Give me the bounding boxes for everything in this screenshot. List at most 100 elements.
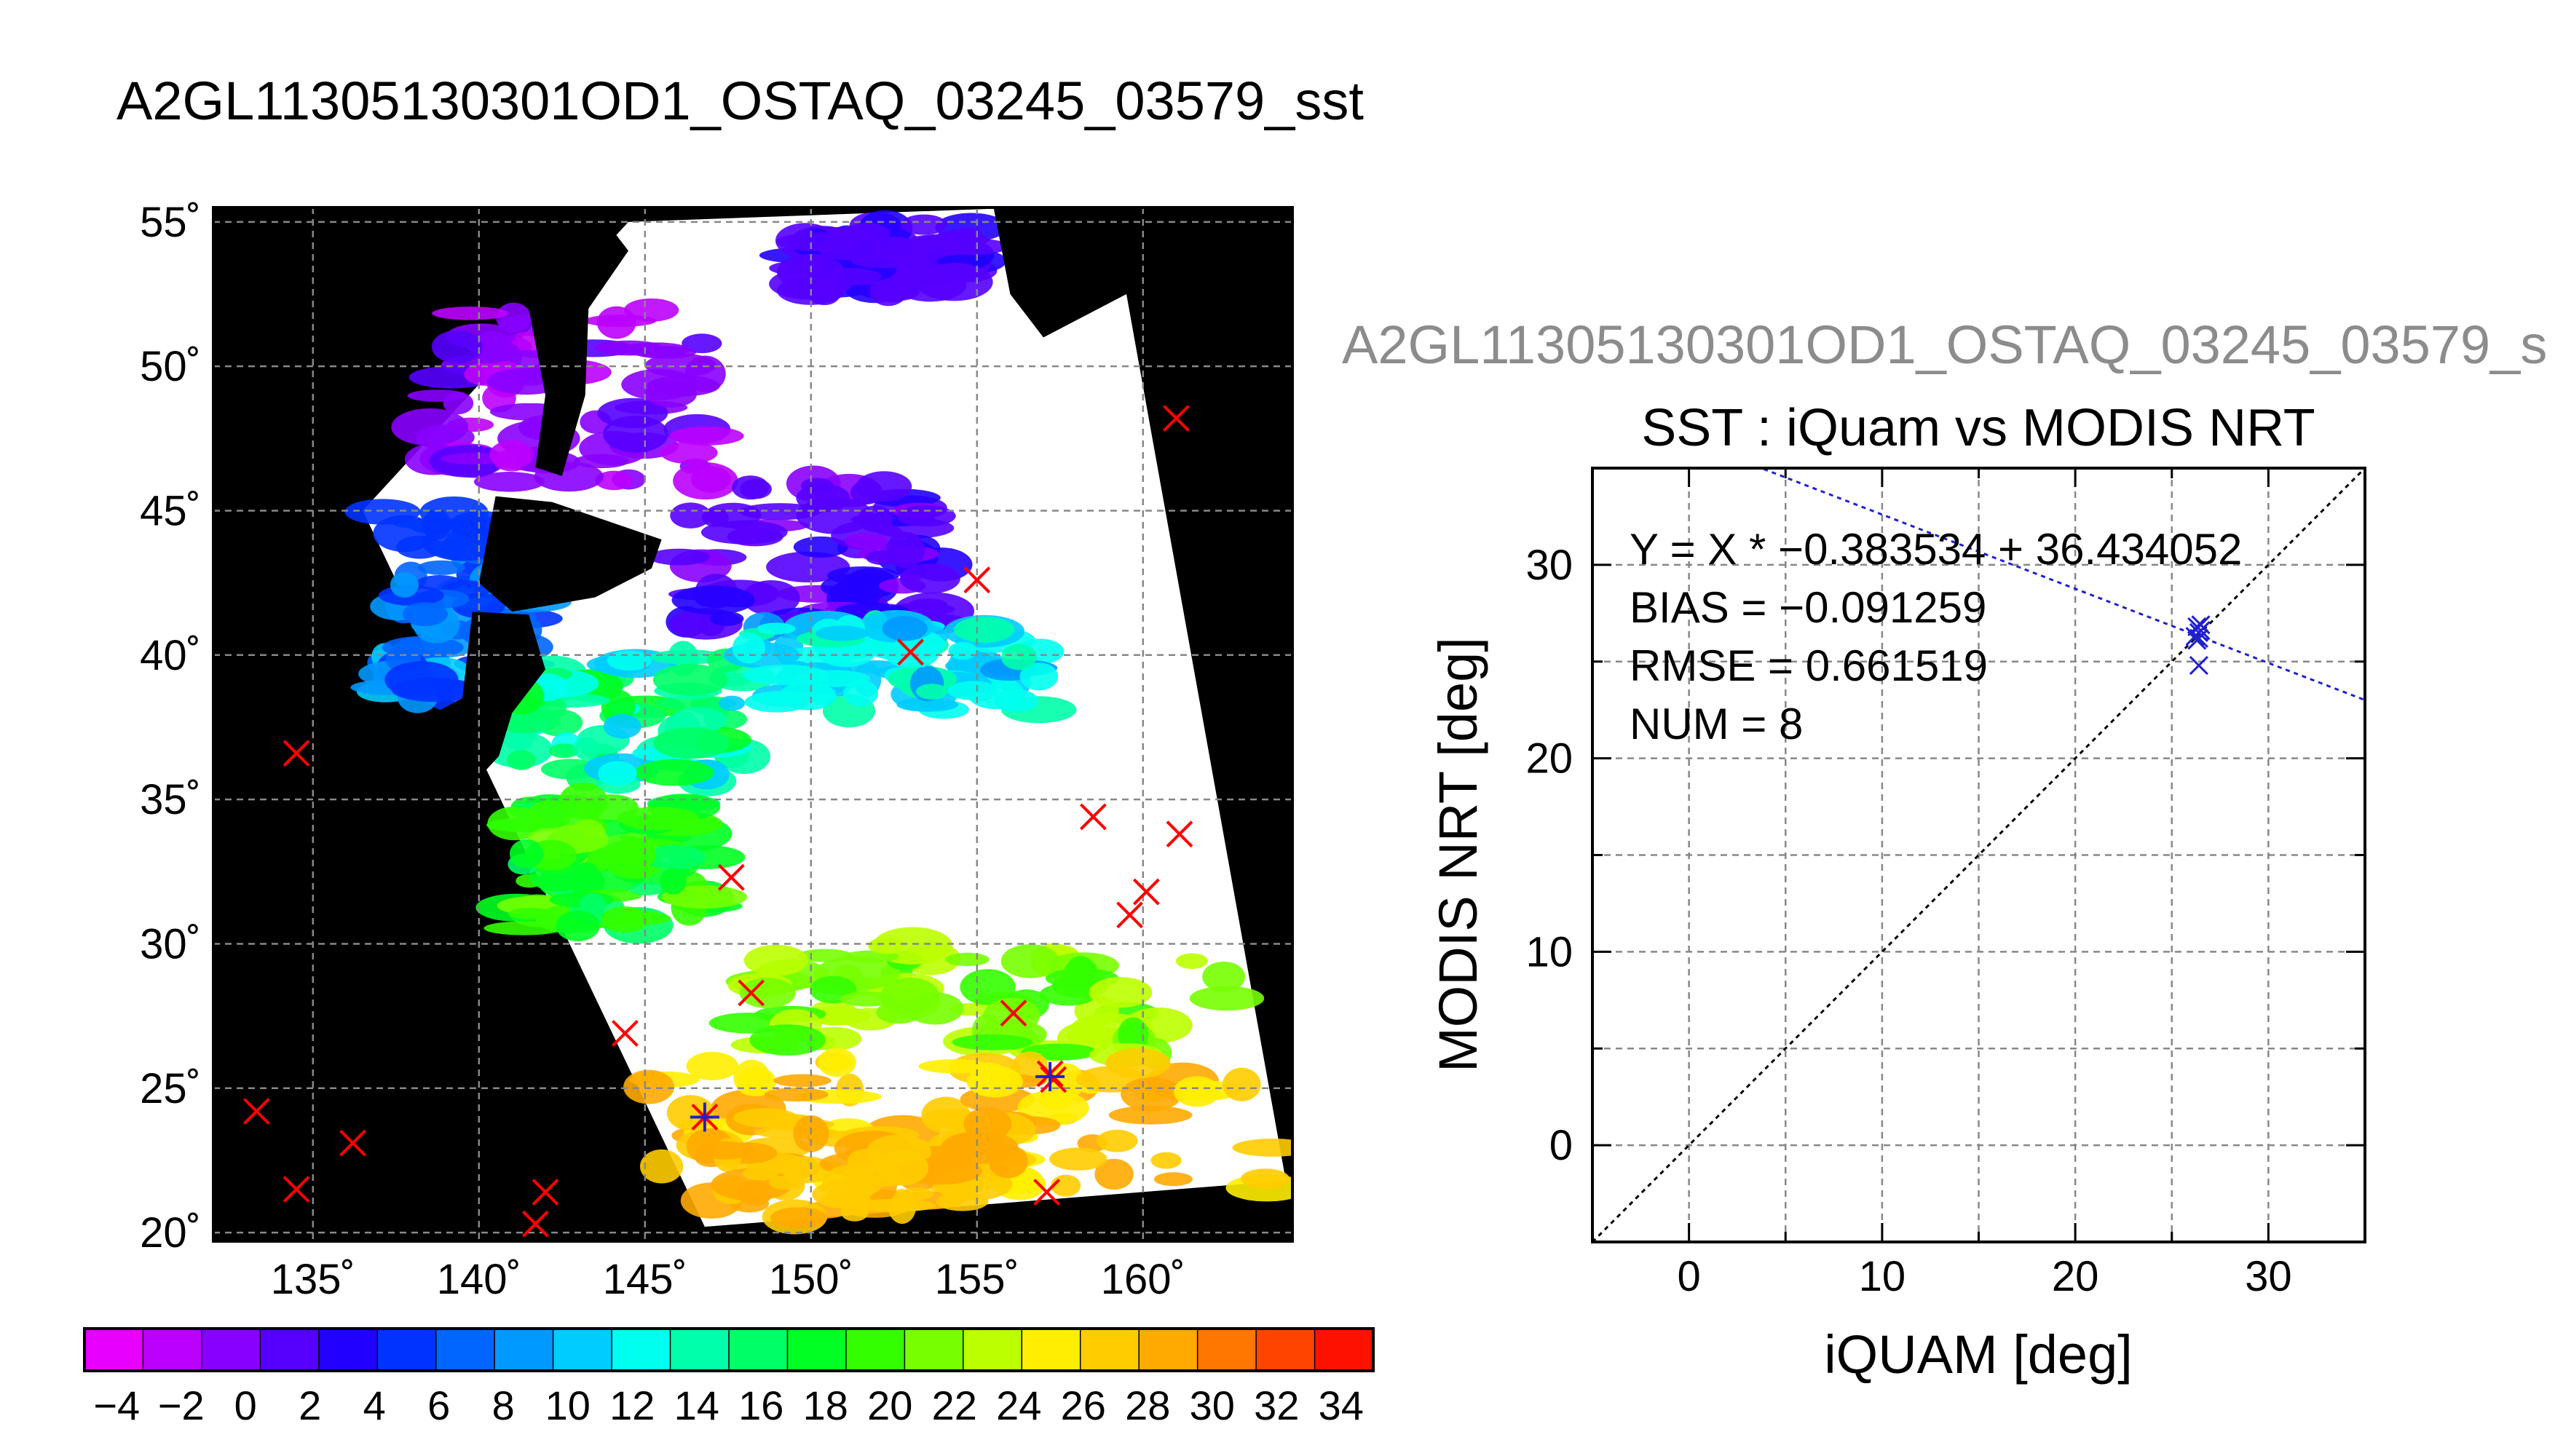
sakhalin-land (529, 207, 628, 476)
sst-patch (661, 885, 748, 909)
sst-patch (732, 633, 765, 664)
map-lat-tick-label: 35˚ (140, 776, 201, 823)
colorbar-cells (84, 1328, 1375, 1372)
sst-patch (1173, 1076, 1220, 1107)
sst-patch (598, 761, 637, 786)
scatter-x-tick-label: 20 (2052, 1253, 2099, 1300)
sst-patch (473, 472, 545, 492)
colorbar-cell (1079, 1328, 1140, 1372)
colorbar-cell (1255, 1328, 1316, 1372)
colorbar-cell (669, 1328, 730, 1372)
sst-patch (945, 952, 990, 967)
sst-patch (797, 670, 871, 687)
sst-patch (739, 978, 796, 1008)
scatter-x-tick-label: 0 (1677, 1253, 1700, 1300)
sst-patch (508, 907, 550, 919)
sst-patch (1232, 1139, 1292, 1157)
sst-patch (960, 969, 1016, 1005)
sst-patch (432, 306, 509, 320)
sst-patch (391, 408, 468, 446)
sst-patch (733, 1108, 798, 1128)
map-lon-tick-label: 155˚ (935, 1256, 1019, 1303)
honshu-land (379, 612, 545, 800)
sst-patch (1153, 1172, 1193, 1187)
sst-patch (896, 505, 956, 527)
map-frame (212, 206, 1294, 1243)
sst-patch (556, 910, 600, 942)
map-grid (213, 207, 1292, 1241)
colorbar-tick-label: 22 (932, 1382, 977, 1428)
colorbar-tick-label: 0 (234, 1382, 257, 1428)
sst-patch (671, 707, 727, 733)
map-lat-tick-label: 20˚ (140, 1209, 201, 1257)
match-marker (1162, 405, 1190, 432)
colorbar-cell (84, 1328, 144, 1372)
map-markers (242, 405, 1193, 1238)
sst-patch (601, 906, 649, 933)
sst-patch (876, 1001, 923, 1024)
sst-patch (1108, 1105, 1193, 1125)
scatter-y-tick-label: 10 (1525, 928, 1573, 976)
sst-patch (732, 475, 770, 500)
sst-patch (845, 533, 888, 550)
scatter-point (2191, 615, 2211, 635)
colorbar-tick-label: 32 (1254, 1382, 1299, 1428)
sst-patch (749, 1024, 826, 1056)
map-lat-tick-label: 50˚ (140, 343, 201, 390)
map-lat-tick-label: 55˚ (140, 199, 201, 246)
colorbar-tick-label: 34 (1319, 1382, 1364, 1428)
colorbar-tick-label: 10 (545, 1382, 591, 1428)
colorbar-tick-label: 14 (674, 1382, 719, 1428)
scatter-annotations: Y = X * −0.383534 + 36.434052 BIAS = −0.0… (1630, 525, 2242, 748)
sst-patch (1051, 1174, 1081, 1197)
sst-patch (422, 523, 506, 561)
scatter-grid (1592, 468, 2365, 1242)
match-marker (1132, 878, 1160, 906)
sst-patch (743, 1166, 779, 1181)
sst-patch (768, 1175, 805, 1190)
sst-patch (579, 893, 607, 917)
scatter-annotation: Y = X * −0.383534 + 36.434052 (1630, 525, 2242, 574)
match-marker (1166, 820, 1193, 848)
sst-patch (874, 278, 912, 303)
scatter-annotation: NUM = 8 (1630, 700, 1803, 748)
colorbar-tick-label: 6 (427, 1382, 450, 1428)
map-lon-tick-label: 135˚ (271, 1256, 355, 1303)
scatter-x-tick-label: 30 (2245, 1253, 2292, 1300)
sst-patch (1096, 1129, 1138, 1152)
match-marker (283, 1176, 310, 1203)
sst-patch (666, 1095, 715, 1131)
match-marker (283, 740, 310, 767)
sst-patch (993, 689, 1038, 713)
sst-patch (757, 622, 796, 635)
sst-patch (489, 440, 534, 470)
colorbar-tick-label: 24 (996, 1382, 1041, 1428)
map-lat-tick-label: 40˚ (140, 632, 201, 679)
sst-patch (1202, 961, 1246, 992)
sst-patch (1222, 1067, 1261, 1101)
map-lon-tick-label: 160˚ (1101, 1256, 1185, 1303)
sst-patch (617, 807, 699, 831)
hokkaido-land (478, 496, 662, 612)
sst-patch (673, 462, 738, 500)
sst-patch (1094, 1158, 1134, 1190)
colorbar-cell (494, 1328, 554, 1372)
colorbar-cell (142, 1328, 203, 1372)
scatter-x-axis-label: iQUAM [deg] (1824, 1324, 2133, 1385)
sst-patch (652, 727, 730, 759)
map-lon-tick-label: 140˚ (437, 1256, 521, 1303)
sst-patch (686, 1051, 739, 1080)
sst-patch (851, 1198, 936, 1212)
sst-patch (733, 1059, 770, 1096)
scatter-point (2189, 628, 2208, 648)
land-masses (379, 207, 1209, 800)
sst-patch (1067, 956, 1094, 979)
sst-patch (644, 381, 697, 408)
scatter-annotation: BIAS = −0.091259 (1630, 583, 1986, 632)
scatter-file-title: A2GL11305130301OD1_OSTAQ_03245_03579_s (1342, 314, 2548, 375)
sst-map: 135˚ 140˚ 145˚ 150˚ 155˚ 160˚ 20˚ 25˚ 30˚ 35˚ 40˚… (140, 199, 1294, 1303)
sst-patch (431, 330, 483, 364)
sst-patch (868, 937, 905, 954)
colorbar-cell (728, 1328, 789, 1372)
